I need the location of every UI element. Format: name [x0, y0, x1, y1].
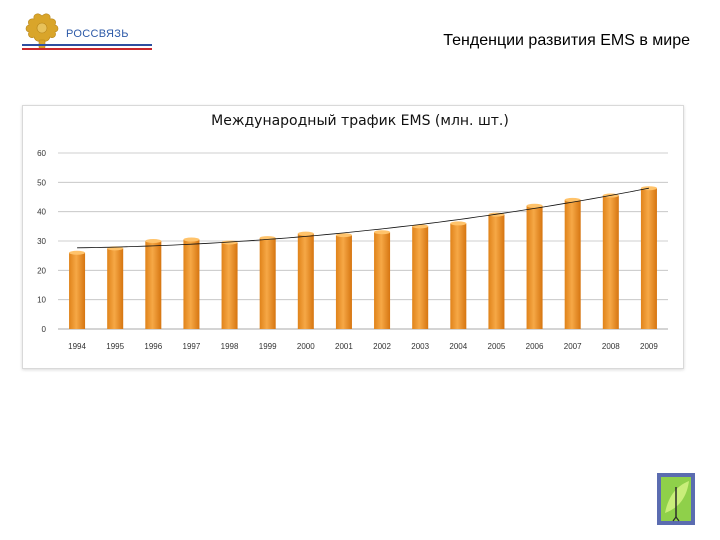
bar: [488, 214, 505, 329]
y-tick-label: 30: [37, 237, 46, 246]
bar: [450, 223, 467, 329]
trendline: [77, 187, 649, 249]
x-tick-label: 2006: [526, 342, 544, 351]
bar: [640, 188, 657, 329]
brand-name: РОССВЯЗЬ: [66, 28, 129, 40]
chart-title: Международный трафик EMS (млн. шт.): [211, 113, 509, 129]
x-tick-label: 1999: [259, 342, 277, 351]
y-tick-label: 40: [37, 208, 46, 217]
x-tick-label: 1996: [144, 342, 162, 351]
bar: [183, 239, 200, 329]
x-tick-label: 1995: [106, 342, 124, 351]
bar-cap: [374, 230, 391, 235]
bar-cap: [183, 237, 200, 242]
x-tick-label: 2000: [297, 342, 315, 351]
header-rule-red: [22, 48, 152, 50]
bar: [69, 252, 86, 329]
x-tick-label: 2004: [449, 342, 467, 351]
y-tick-label: 60: [37, 149, 46, 158]
bar-cap: [564, 197, 581, 202]
bar: [259, 238, 276, 329]
bar-cap: [297, 231, 314, 236]
bar: [602, 195, 619, 329]
bar-cap: [145, 239, 162, 243]
bar: [107, 248, 124, 329]
x-tick-label: 2008: [602, 342, 620, 351]
bar: [526, 205, 543, 329]
bar-cap: [526, 203, 543, 208]
bar: [297, 233, 314, 329]
x-tick-label: 1997: [183, 342, 201, 351]
y-tick-label: 20: [37, 266, 46, 275]
bar-cap: [69, 250, 86, 255]
bar: [564, 199, 581, 329]
bar: [374, 232, 391, 329]
bar: [221, 242, 238, 329]
y-tick-label: 50: [37, 178, 46, 187]
x-tick-label: 2001: [335, 342, 353, 351]
x-tick-label: 1994: [68, 342, 86, 351]
x-tick-label: 2002: [373, 342, 391, 351]
bar: [335, 235, 352, 329]
x-tick-label: 2003: [411, 342, 429, 351]
postage-stamp-icon: [657, 473, 695, 525]
header-rule-blue: [22, 44, 152, 46]
x-tick-label: 2005: [488, 342, 506, 351]
y-tick-label: 10: [37, 296, 46, 305]
x-tick-label: 2009: [640, 342, 658, 351]
bar-cap: [450, 221, 467, 226]
y-tick-label: 0: [42, 325, 47, 334]
bar: [145, 241, 162, 329]
bar-cap: [335, 233, 352, 238]
eagle-emblem-icon: [25, 13, 59, 49]
slide-title: Тенденции развития EMS в мире: [443, 32, 690, 49]
bar: [412, 226, 429, 329]
x-tick-label: 1998: [221, 342, 239, 351]
x-tick-label: 2007: [564, 342, 582, 351]
